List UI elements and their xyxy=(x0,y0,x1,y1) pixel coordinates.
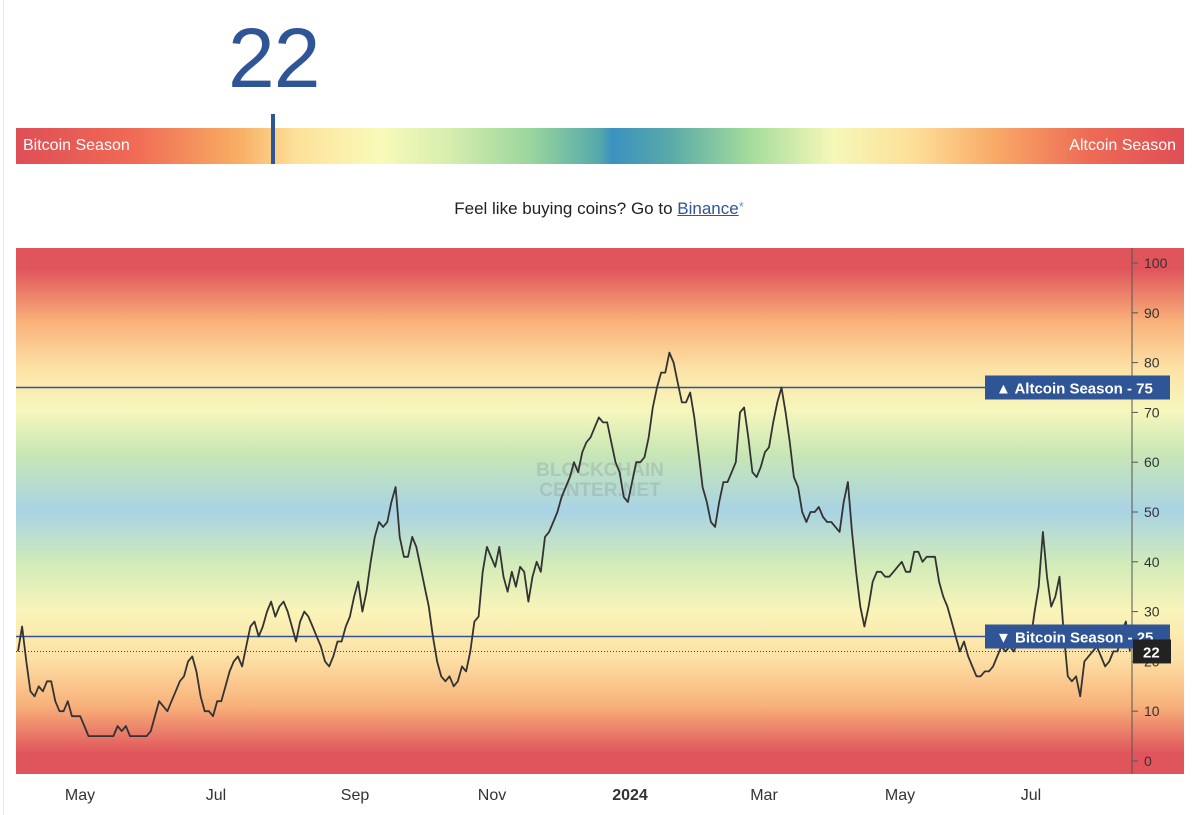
y-tick-label: 70 xyxy=(1144,404,1160,420)
cta-asterisk: * xyxy=(738,199,744,214)
x-tick-label: Mar xyxy=(750,787,778,804)
x-tick-label: Jul xyxy=(1021,787,1041,804)
y-tick-label: 0 xyxy=(1144,753,1152,769)
current-value-tag-label: 22 xyxy=(1143,644,1160,661)
y-tick-label: 90 xyxy=(1144,305,1160,321)
plot-background xyxy=(16,248,1184,774)
y-tick-label: 40 xyxy=(1144,554,1160,570)
x-tick-label: Sep xyxy=(341,787,370,804)
page-left-rule xyxy=(3,0,4,815)
buy-coins-prompt: Feel like buying coins? Go to Binance* xyxy=(0,199,1198,219)
x-tick-label: 2024 xyxy=(612,787,648,804)
reference-tag-label: ▲ Altcoin Season - 75 xyxy=(996,381,1153,398)
series-line xyxy=(17,351,1131,738)
cta-text: Feel like buying coins? Go to xyxy=(454,199,678,218)
current-value-tag xyxy=(1133,639,1171,664)
y-tick-label: 60 xyxy=(1144,454,1160,470)
watermark-line: BLOCKCHAIN xyxy=(536,460,664,481)
watermark-line: CENTER.NET xyxy=(539,480,661,501)
altcoin-season-index-value: 22 xyxy=(228,11,320,105)
reference-tag-label: ▼ Bitcoin Season - 25 xyxy=(996,630,1153,647)
binance-link[interactable]: Binance xyxy=(677,199,739,218)
reference-tag xyxy=(985,375,1170,400)
x-tick-label: May xyxy=(65,787,95,804)
y-tick-label: 50 xyxy=(1144,504,1160,520)
x-tick-label: May xyxy=(885,787,915,804)
y-tick-label: 10 xyxy=(1144,703,1160,719)
season-gauge-bar: Bitcoin Season Altcoin Season xyxy=(16,128,1184,164)
gauge-current-marker xyxy=(271,114,275,164)
y-tick-label: 30 xyxy=(1144,604,1160,620)
x-tick-label: Jul xyxy=(206,787,226,804)
y-tick-label: 80 xyxy=(1144,355,1160,371)
gauge-right-label: Altcoin Season xyxy=(1069,137,1176,154)
x-tick-label: Nov xyxy=(478,787,506,804)
y-tick-label: 100 xyxy=(1144,255,1168,271)
gauge-left-label: Bitcoin Season xyxy=(23,137,130,154)
